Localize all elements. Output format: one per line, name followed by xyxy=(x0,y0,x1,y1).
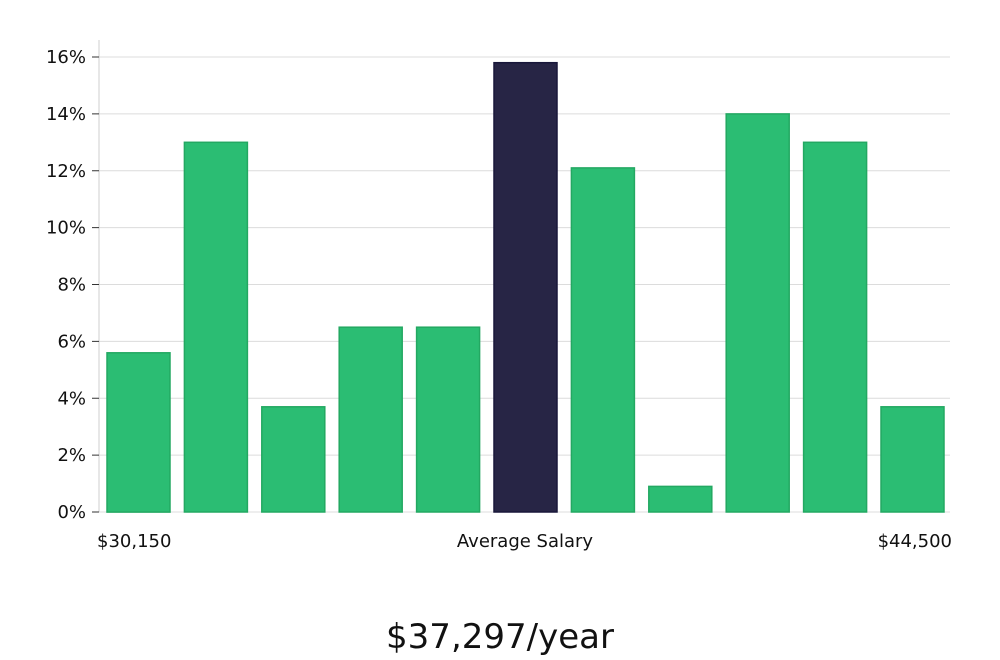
y-tick-label: 4% xyxy=(57,388,86,409)
y-tick-label: 16% xyxy=(46,47,86,68)
bar xyxy=(261,406,326,513)
bar xyxy=(880,406,945,513)
bar xyxy=(415,326,481,513)
bar xyxy=(183,141,249,513)
bar xyxy=(338,326,403,513)
average-salary-value: $37,297/year xyxy=(386,617,614,657)
bar xyxy=(570,167,636,513)
bar xyxy=(802,141,868,513)
y-tick-label: 2% xyxy=(57,445,86,466)
y-tick-label: 14% xyxy=(46,104,86,125)
x-label-average-salary: Average Salary xyxy=(457,531,594,552)
y-tick-label: 10% xyxy=(46,218,86,239)
bar xyxy=(648,485,713,513)
bar-average-salary xyxy=(493,61,558,513)
y-tick-label: 0% xyxy=(57,502,86,523)
y-axis-ticks: 0% 2% 4% 6% 8% 10% 12% 14% 16% xyxy=(46,47,99,523)
x-label-min-salary: $30,150 xyxy=(97,531,171,552)
y-tick-label: 12% xyxy=(46,161,86,182)
y-tick-label: 8% xyxy=(57,275,86,296)
bar xyxy=(106,352,171,513)
x-label-max-salary: $44,500 xyxy=(878,531,952,552)
bar xyxy=(725,113,790,513)
y-tick-label: 6% xyxy=(57,331,86,352)
bars xyxy=(106,61,945,513)
